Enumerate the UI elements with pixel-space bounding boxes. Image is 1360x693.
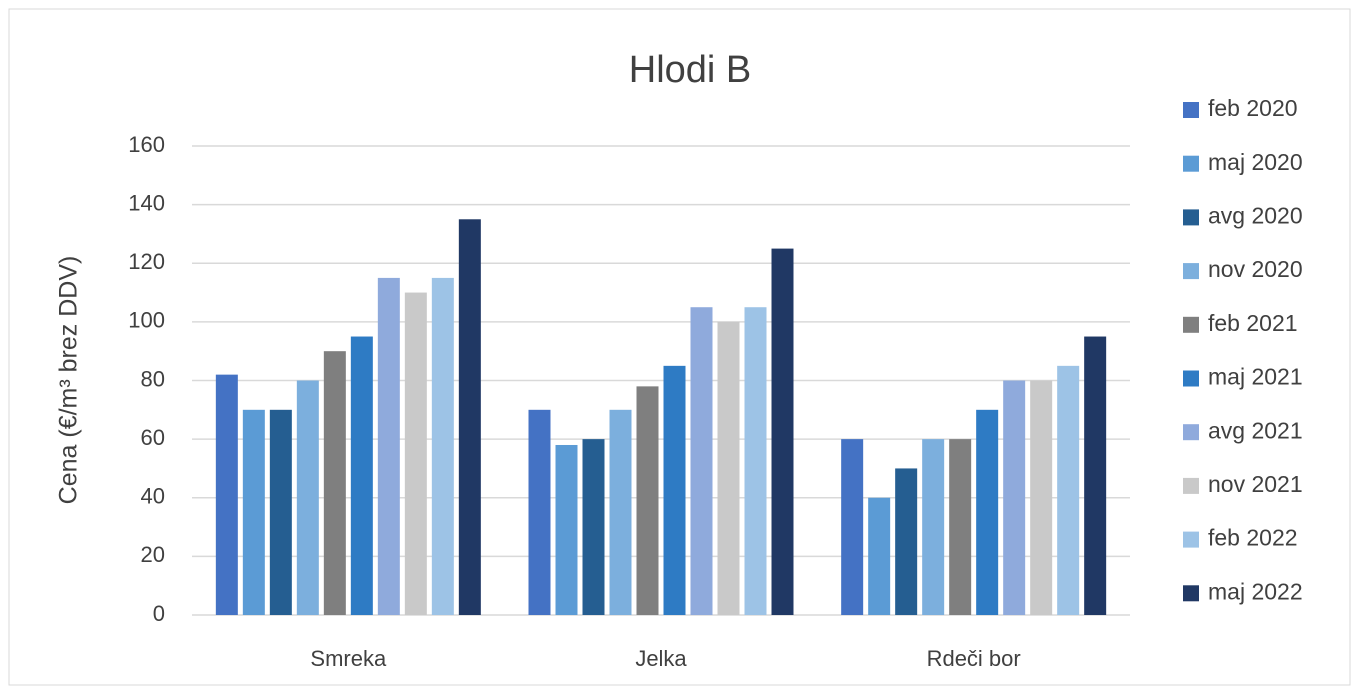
y-tick-label: 100 (128, 308, 165, 333)
bar (269, 409, 292, 615)
bar (744, 307, 767, 615)
bar (215, 374, 238, 615)
legend-swatch (1183, 424, 1199, 441)
x-tick-label: Jelka (635, 646, 687, 671)
bar (323, 351, 346, 615)
bar (528, 409, 551, 615)
bar (431, 277, 454, 615)
legend-label: maj 2021 (1208, 364, 1303, 390)
x-tick-label: Rdeči bor (927, 646, 1021, 671)
legend-swatch (1183, 370, 1199, 387)
bar (1057, 365, 1080, 615)
legend-swatch (1183, 477, 1199, 494)
y-tick-label: 80 (141, 366, 165, 391)
y-tick-label: 160 (128, 132, 165, 157)
y-tick-label: 120 (128, 249, 165, 274)
legend-label: maj 2020 (1208, 149, 1303, 175)
bar (922, 439, 945, 615)
bar (949, 439, 972, 615)
bar (582, 439, 605, 615)
x-tick-label: Smreka (310, 646, 387, 671)
y-tick-label: 140 (128, 190, 165, 215)
bar (296, 380, 319, 615)
bar (841, 439, 864, 615)
bar (1003, 380, 1026, 615)
bar (609, 409, 632, 615)
legend-label: nov 2021 (1208, 471, 1303, 497)
bar (663, 365, 686, 615)
legend-label: feb 2020 (1208, 95, 1298, 121)
legend-swatch (1183, 102, 1199, 118)
legend-swatch (1183, 263, 1199, 280)
bar (636, 386, 659, 615)
legend-swatch (1183, 531, 1199, 548)
y-tick-label: 20 (141, 542, 165, 567)
y-axis-label: Cena (€/m³ brez DDV) (55, 256, 83, 505)
bar (895, 468, 918, 615)
y-tick-label: 60 (141, 425, 165, 450)
legend-swatch (1183, 209, 1199, 226)
bar (458, 219, 481, 615)
bar (1084, 336, 1107, 615)
legend-swatch (1183, 155, 1199, 172)
bar (771, 248, 794, 615)
legend-label: maj 2022 (1208, 578, 1303, 604)
bar (690, 307, 713, 615)
bar (377, 277, 400, 615)
bar (404, 292, 427, 615)
y-tick-label: 40 (141, 484, 165, 509)
legend-swatch (1183, 316, 1199, 333)
bar (1030, 380, 1053, 615)
legend-label: feb 2022 (1208, 525, 1298, 551)
bar (976, 409, 999, 615)
chart-title: Hlodi B (629, 49, 752, 91)
legend-label: feb 2021 (1208, 310, 1298, 336)
bar (717, 321, 740, 615)
legend-swatch (1183, 585, 1199, 602)
bar (242, 409, 265, 615)
y-tick-label: 0 (153, 601, 165, 626)
bar (555, 444, 578, 615)
legend-label: nov 2020 (1208, 256, 1303, 282)
legend-label: avg 2021 (1208, 417, 1303, 443)
legend-label: avg 2020 (1208, 202, 1303, 228)
bar (868, 497, 891, 615)
bar (350, 336, 373, 615)
